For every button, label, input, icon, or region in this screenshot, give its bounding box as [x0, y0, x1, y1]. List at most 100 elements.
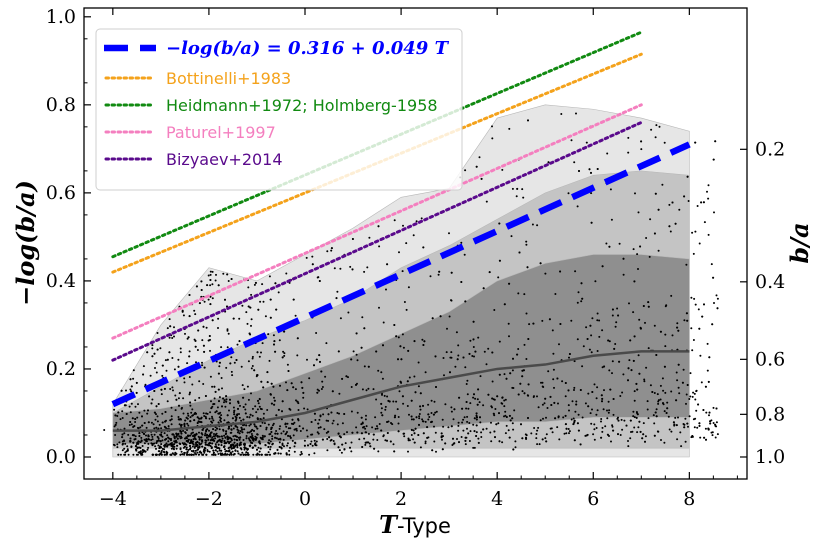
scatter-point — [224, 450, 227, 453]
scatter-point — [336, 412, 339, 414]
scatter-point — [245, 451, 248, 454]
scatter-point — [433, 425, 435, 428]
scatter-point — [611, 424, 614, 427]
scatter-point — [322, 413, 325, 416]
scatter-point — [490, 421, 492, 424]
scatter-point — [552, 378, 555, 381]
scatter-point — [113, 425, 116, 428]
scatter-point — [349, 446, 351, 449]
scatter-point — [711, 431, 714, 434]
scatter-point — [164, 420, 167, 423]
scatter-point — [218, 365, 221, 368]
scatter-point — [217, 284, 220, 287]
scatter-point — [190, 450, 193, 452]
scatter-point — [627, 136, 630, 139]
scatter-point — [247, 286, 250, 289]
scatter-point — [187, 414, 190, 417]
scatter-point — [503, 399, 506, 402]
scatter-point — [527, 119, 529, 122]
scatter-point — [211, 417, 214, 420]
scatter-point — [214, 443, 217, 446]
scatter-point — [318, 354, 321, 357]
scatter-point — [238, 340, 241, 343]
scatter-point — [218, 416, 221, 419]
scatter-point — [230, 278, 233, 280]
scatter-point — [226, 273, 229, 276]
scatter-point — [142, 373, 145, 376]
scatter-point — [206, 450, 209, 453]
scatter-point — [678, 392, 681, 395]
scatter-point — [216, 406, 219, 409]
scatter-point — [170, 447, 173, 450]
scatter-point — [197, 453, 200, 456]
scatter-point — [504, 398, 507, 401]
scatter-point — [711, 323, 714, 326]
scatter-point — [195, 412, 197, 415]
scatter-point — [218, 428, 221, 431]
scatter-point — [355, 353, 358, 356]
scatter-point — [295, 427, 298, 430]
scatter-point — [675, 424, 678, 427]
scatter-point — [228, 425, 230, 428]
scatter-point — [627, 367, 630, 370]
scatter-point — [505, 416, 508, 418]
scatter-point — [580, 282, 583, 285]
scatter-point — [310, 433, 313, 436]
scatter-point — [462, 418, 465, 421]
scatter-point — [259, 418, 262, 420]
scatter-point — [159, 347, 162, 350]
scatter-point — [704, 385, 707, 388]
scatter-point — [188, 355, 191, 358]
scatter-point — [289, 436, 292, 439]
scatter-point — [716, 433, 719, 436]
scatter-point — [701, 315, 704, 318]
right-tick-label: 1.0 — [755, 446, 785, 468]
scatter-point — [460, 241, 463, 244]
scatter-point — [702, 409, 705, 411]
scatter-point — [117, 411, 120, 414]
scatter-point — [202, 344, 205, 347]
scatter-point — [571, 400, 574, 403]
scatter-point — [269, 316, 272, 319]
scatter-point — [598, 335, 601, 338]
scatter-point — [627, 151, 630, 154]
scatter-point — [288, 453, 291, 456]
scatter-point — [568, 432, 570, 435]
scatter-point — [590, 171, 592, 174]
scatter-point — [218, 449, 221, 452]
scatter-point — [422, 404, 424, 407]
scatter-point — [682, 368, 685, 371]
scatter-point — [644, 321, 646, 324]
scatter-point — [498, 440, 501, 443]
scatter-point — [338, 412, 340, 415]
scatter-point — [419, 408, 422, 411]
scatter-point — [686, 319, 689, 322]
scatter-point — [194, 399, 197, 402]
x-tick-label: 4 — [491, 488, 503, 510]
scatter-point — [325, 431, 328, 434]
scatter-point — [398, 390, 401, 393]
scatter-point — [474, 397, 477, 400]
scatter-point — [478, 401, 481, 404]
scatter-point — [708, 411, 711, 414]
scatter-point — [596, 350, 599, 352]
scatter-point — [465, 401, 468, 403]
scatter-point — [498, 340, 501, 343]
scatter-point — [330, 411, 333, 414]
scatter-point — [226, 329, 229, 332]
scatter-point — [550, 427, 553, 430]
scatter-point — [361, 316, 364, 319]
scatter-point — [438, 270, 441, 273]
scatter-point — [271, 442, 274, 445]
scatter-point — [237, 400, 240, 403]
scatter-point — [238, 432, 241, 435]
scatter-point — [198, 417, 201, 420]
scatter-point — [694, 398, 697, 401]
scatter-point — [709, 422, 712, 425]
y-tick-label: 1.0 — [46, 6, 76, 28]
scatter-point — [690, 296, 693, 299]
scatter-point — [260, 351, 262, 354]
scatter-point — [169, 388, 172, 390]
scatter-point — [439, 315, 442, 318]
scatter-point — [217, 453, 220, 455]
